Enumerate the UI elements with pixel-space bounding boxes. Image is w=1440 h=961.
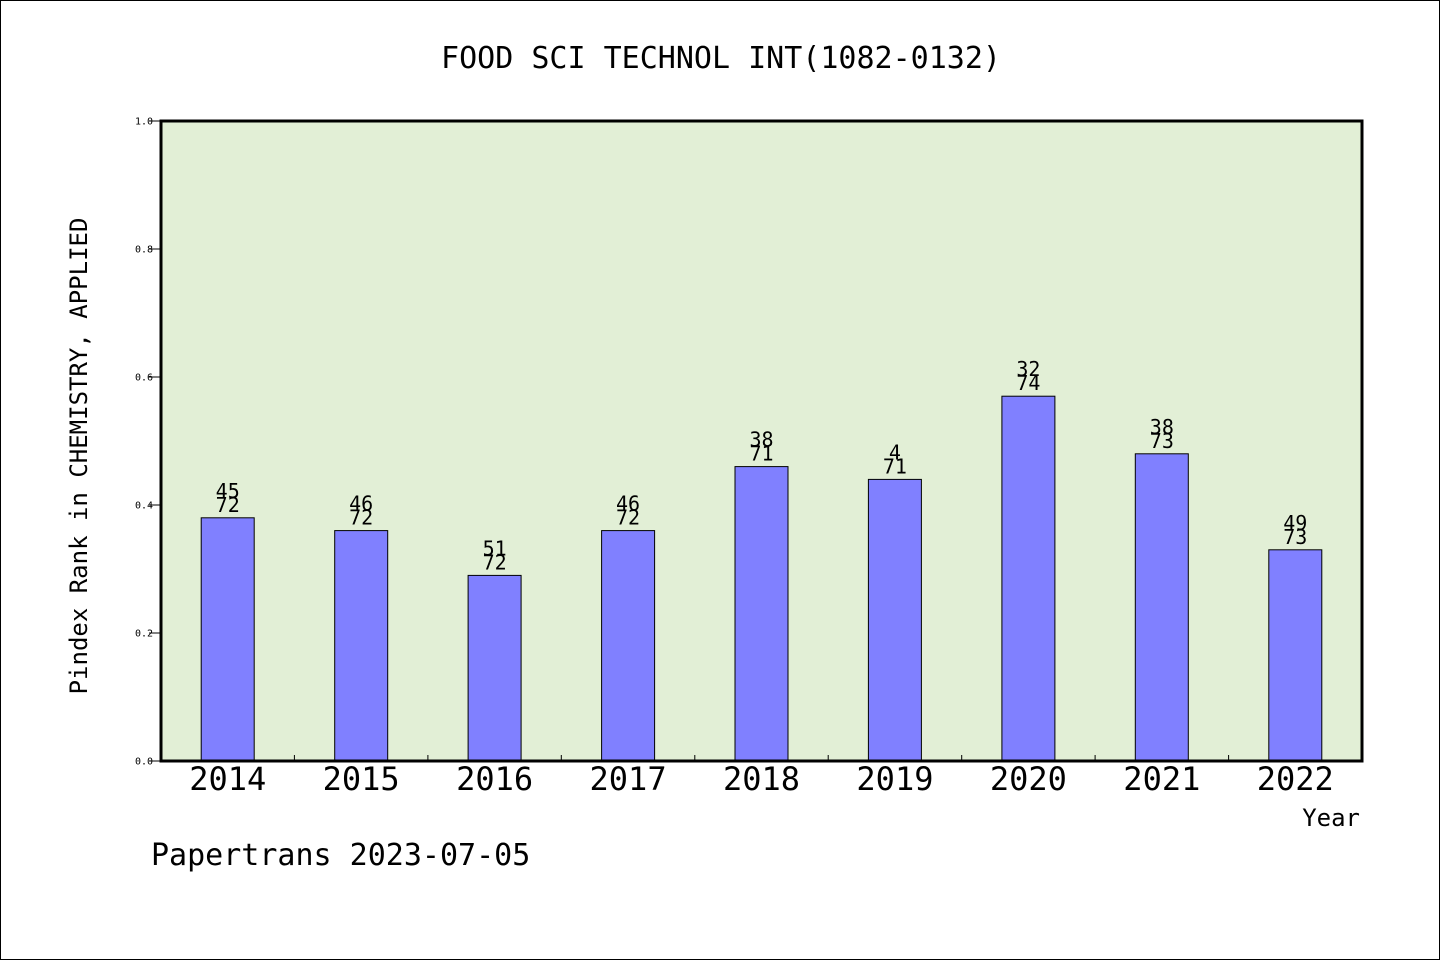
bar-2016 [467, 574, 522, 762]
x-tick-label-2019: 2019 [856, 760, 933, 798]
total-label-2018: 71 [749, 442, 773, 466]
bar-2015 [334, 530, 389, 762]
total-label-2022: 73 [1283, 525, 1307, 549]
y-tick-label-0.8: 0.8 [135, 245, 153, 256]
rank-label-2021: 38 [1150, 415, 1174, 439]
total-label-2017: 72 [616, 506, 640, 530]
x-tick-label-2020: 2020 [990, 760, 1067, 798]
total-label-2015: 72 [349, 506, 373, 530]
y-axis-label: Pindex Rank in CHEMISTRY, APPLIED [65, 218, 93, 695]
rank-label-2020: 32 [1016, 357, 1040, 381]
y-tick-label-0.4: 0.4 [135, 501, 153, 512]
rank-label-2018: 38 [749, 428, 773, 452]
plot-border [159, 119, 1364, 763]
bar-2021 [1134, 453, 1189, 762]
rank-label-2022: 49 [1283, 511, 1307, 535]
bar-2020 [1001, 395, 1056, 762]
x-tick-label-2022: 2022 [1257, 760, 1334, 798]
x-tick-label-2017: 2017 [590, 760, 667, 798]
chart-title: FOOD SCI TECHNOL INT(1082-0132) [441, 41, 1001, 76]
y-tick-label-0.0: 0.0 [135, 757, 153, 768]
rank-label-2019: 4 [889, 440, 901, 464]
x-tick-label-2021: 2021 [1123, 760, 1200, 798]
bar-2018 [734, 466, 789, 762]
rank-label-2015: 46 [349, 492, 373, 516]
y-tick-label-0.2: 0.2 [135, 629, 153, 640]
bar-2022 [1268, 549, 1323, 762]
bar-2019 [867, 478, 922, 762]
total-label-2019: 71 [883, 454, 907, 478]
rank-label-2017: 46 [616, 492, 640, 516]
rank-label-2016: 51 [483, 536, 507, 560]
y-tick-label-1.0: 1.0 [135, 117, 153, 128]
total-label-2021: 73 [1150, 429, 1174, 453]
x-tick-label-2018: 2018 [723, 760, 800, 798]
total-label-2016: 72 [483, 550, 507, 574]
footer-text: Papertrans 2023-07-05 [151, 838, 530, 873]
x-axis-label: Year [1302, 804, 1360, 832]
total-label-2020: 74 [1016, 371, 1040, 395]
rank-label-2014: 45 [216, 479, 240, 503]
bar-2014 [200, 517, 255, 762]
y-tick-label-0.6: 0.6 [135, 373, 153, 384]
bar-2017 [601, 530, 656, 762]
x-tick-label-2016: 2016 [456, 760, 533, 798]
x-tick-label-2014: 2014 [189, 760, 266, 798]
total-label-2014: 72 [216, 493, 240, 517]
x-tick-label-2015: 2015 [323, 760, 400, 798]
